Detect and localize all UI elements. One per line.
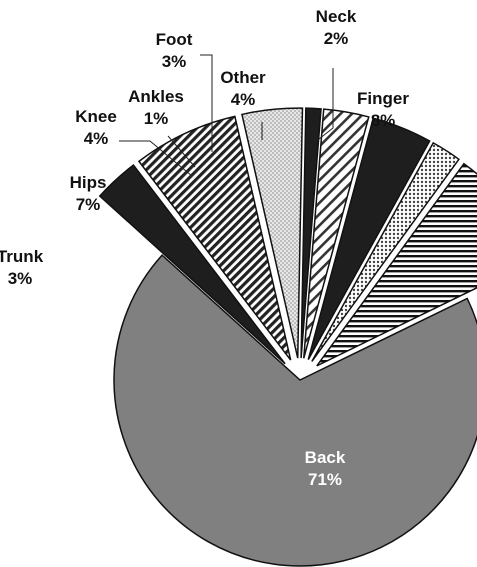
slice-category-ankles: Ankles [128, 87, 184, 106]
slice-category-other: Other [220, 68, 266, 87]
pie-slice-foot [303, 108, 370, 359]
slice-label-foot: Foot 3% [156, 30, 193, 71]
slice-category-back: Back [305, 448, 346, 467]
slice-category-knee: Knee [75, 107, 117, 126]
slice-category-trunk: Trunk [0, 247, 44, 266]
slice-label-other: Other 4% [220, 68, 266, 109]
slice-category-finger: Finger [357, 89, 409, 108]
slice-label-hips: Hips 7% [70, 173, 107, 214]
pie-slice-other [307, 117, 431, 360]
slice-category-neck: Neck [316, 7, 357, 26]
pie-slice-neck [311, 141, 460, 362]
slice-percent-hips: 7% [76, 195, 101, 214]
leader-line-ankles [167, 135, 196, 168]
leader-line-knee [119, 140, 193, 177]
slice-category-foot: Foot [156, 30, 193, 49]
pie-slice-trunk [98, 164, 286, 365]
slice-label-trunk: Trunk 3% [0, 247, 44, 288]
slice-percent-neck: 2% [324, 29, 349, 48]
slice-percent-foot: 3% [162, 52, 187, 71]
pie-slice-hips [137, 115, 292, 361]
leader-lines [119, 54, 334, 177]
pie-slice-finger [316, 162, 477, 367]
pie-slice-knee [241, 107, 304, 359]
pie-slice-ankles [300, 107, 322, 359]
slice-percent-back: 71% [308, 470, 342, 489]
slice-label-neck: Neck 2% [316, 7, 357, 48]
pie-slice-back [113, 254, 477, 567]
slice-label-finger: Finger 8% [357, 89, 409, 130]
slice-percent-other: 4% [231, 90, 256, 109]
slice-labels: Back 71% Trunk 3% Hips 7% Knee 4% Ankles 1% Foot 3%… [0, 7, 409, 489]
slice-percent-knee: 4% [84, 129, 109, 148]
leader-line-neck [313, 68, 334, 144]
leader-line-foot [200, 54, 213, 152]
pie-slices [98, 107, 477, 567]
slice-label-back: Back 71% [305, 448, 346, 489]
slice-percent-ankles: 1% [144, 109, 169, 128]
slice-category-hips: Hips [70, 173, 107, 192]
slice-percent-trunk: 3% [8, 269, 33, 288]
slice-label-ankles: Ankles 1% [128, 87, 184, 128]
slice-label-knee: Knee 4% [75, 107, 117, 148]
slice-percent-finger: 8% [371, 111, 396, 130]
